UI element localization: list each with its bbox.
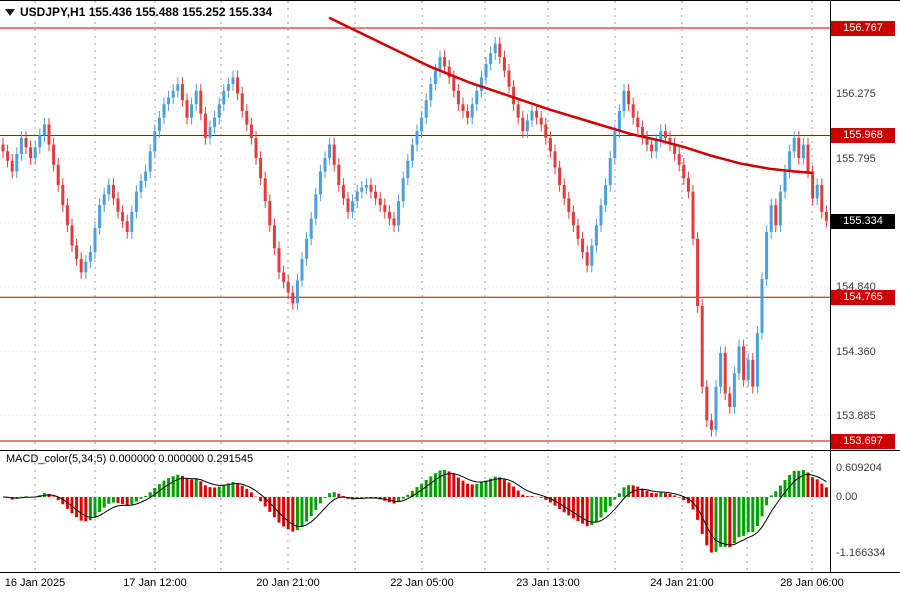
macd-indicator-label: MACD_color(5,34,5) 0.000000 0.000000 0.2…	[6, 453, 254, 465]
chart-title-text: USDJPY,H1 155.436 155.488 155.252 155.33…	[20, 5, 273, 19]
price-tick-label: 154.840	[836, 281, 876, 294]
time-axis-label: 28 Jan 06:00	[780, 577, 844, 589]
time-axis-label: 20 Jan 21:00	[256, 577, 320, 589]
time-axis-label: 22 Jan 05:00	[390, 577, 454, 589]
support-resistance-lines[interactable]	[0, 27, 830, 442]
macd-timeaxis-separator	[0, 572, 900, 573]
price-tick-label: 155.795	[836, 152, 876, 165]
symbol-marker-icon	[5, 8, 15, 16]
candlesticks	[1, 36, 828, 437]
chart-title: USDJPY,H1 155.436 155.488 155.252 155.33…	[5, 5, 272, 19]
price-tick-label: 153.885	[836, 409, 876, 422]
macd-max-label: 0.609204	[836, 461, 882, 474]
level-price-label[interactable]: 155.968	[831, 128, 895, 144]
price-tick-label: 154.360	[836, 345, 876, 358]
macd-zero-label: 0.00	[836, 491, 858, 503]
time-axis-label: 16 Jan 2025	[4, 577, 66, 589]
macd-histogram	[6, 469, 828, 553]
grid	[0, 1, 830, 571]
current-price-label: 155.334	[831, 213, 895, 229]
level-price-label[interactable]: 154.765	[831, 290, 895, 306]
time-axis-label: 17 Jan 12:00	[123, 577, 187, 589]
time-axis-label: 23 Jan 13:00	[516, 577, 580, 589]
level-price-label[interactable]: 156.767	[831, 20, 895, 36]
macd-signal-line	[2, 472, 827, 546]
chart-macd-separator[interactable]	[0, 450, 900, 451]
trend-line[interactable]	[328, 16, 814, 175]
level-price-label[interactable]: 153.697	[831, 433, 895, 449]
price-scale-separator	[830, 1, 831, 572]
time-axis-label: 24 Jan 21:00	[650, 577, 714, 589]
macd-min-label: -1.166334	[836, 546, 886, 559]
price-tick-label: 156.275	[836, 88, 876, 101]
